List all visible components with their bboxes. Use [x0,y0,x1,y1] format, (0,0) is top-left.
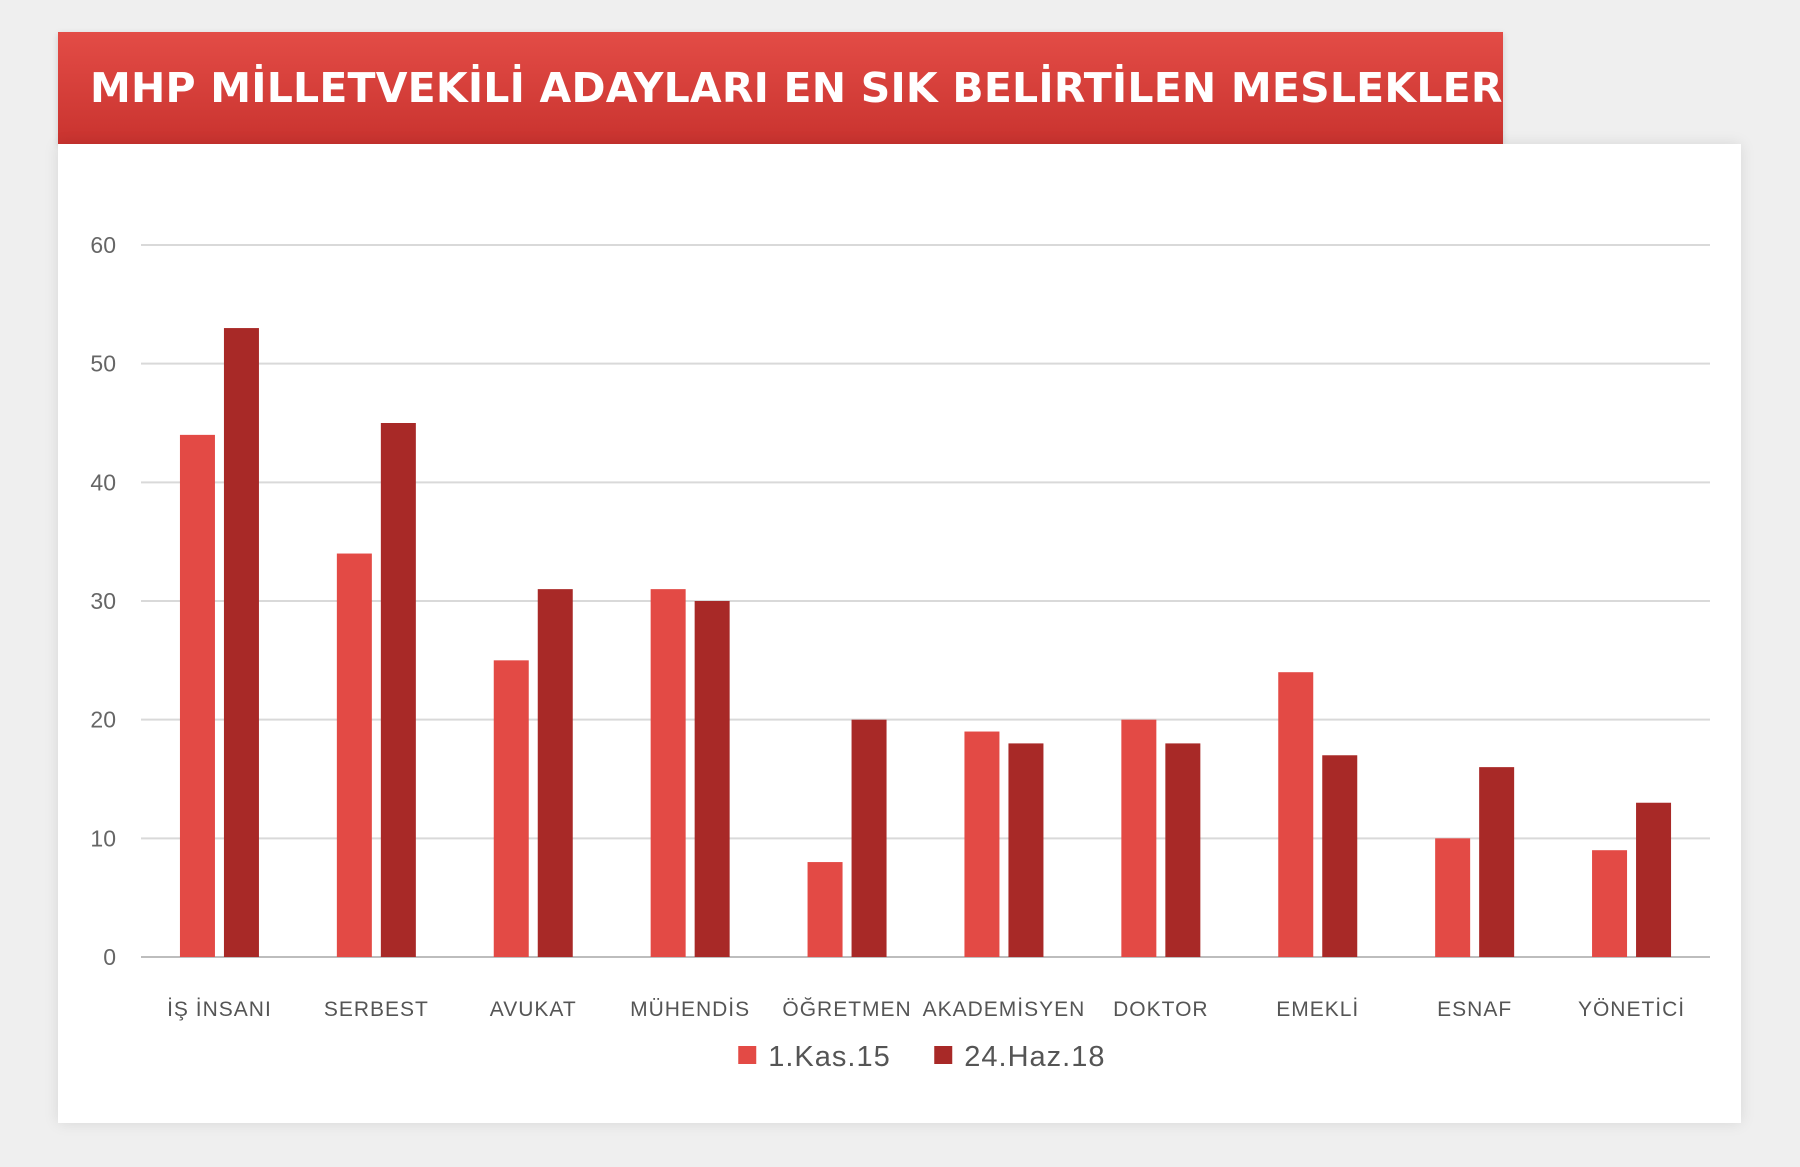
y-tick-label: 10 [90,825,116,851]
y-axis-ticks: 0 10 20 30 40 50 60 [90,232,116,970]
bar-series2 [1479,767,1515,957]
legend-label: 1.Kas.15 [768,1041,890,1073]
bar-series1 [964,731,1000,957]
x-tick-label: AKADEMİSYEN [923,998,1086,1021]
y-tick-label: 20 [90,707,116,733]
x-tick-label: YÖNETİCİ [1578,998,1685,1021]
x-tick-label: AVUKAT [490,998,577,1021]
x-tick-label: İŞ İNSANI [167,998,272,1021]
bar-series1 [807,862,843,957]
x-tick-label: MÜHENDİS [630,998,750,1021]
bar-series2 [851,719,887,957]
x-tick-label: DOKTOR [1113,998,1208,1021]
x-tick-label: EMEKLİ [1276,998,1359,1021]
bar-series2 [223,328,259,957]
y-tick-label: 30 [90,588,116,614]
y-tick-label: 60 [90,232,116,258]
chart-title: MHP MİLLETVEKİLİ ADAYLARI EN SIK BELİRTİ… [90,64,1503,112]
x-axis-ticks: İŞ İNSANI SERBEST AVUKAT MÜHENDİS ÖĞRETMEN AK… [167,998,1685,1021]
bar-series2 [380,423,416,957]
bar-series2 [1322,755,1358,957]
title-banner: MHP MİLLETVEKİLİ ADAYLARI EN SIK BELİRTİ… [58,32,1503,144]
bar-series1 [1592,850,1628,957]
legend: 1.Kas.15 24.Haz.18 [738,1041,1105,1073]
bar-series2 [1008,743,1044,957]
bar-series1 [336,553,372,957]
bars [179,328,1672,957]
bar-series1 [1435,838,1471,957]
x-tick-label: ESNAF [1437,998,1512,1021]
bar-series1 [493,660,529,957]
bar-series2 [694,601,730,957]
chart-panel: 0 10 20 30 40 50 60 İŞ İNSANI SERBEST AVUKAT MÜHE… [58,144,1741,1123]
legend-label: 24.Haz.18 [964,1041,1105,1073]
bar-series1 [179,434,215,957]
y-tick-label: 50 [90,351,116,377]
x-tick-label: ÖĞRETMEN [782,998,911,1021]
bar-series1 [1278,672,1314,957]
bar-series2 [1165,743,1201,957]
x-tick-label: SERBEST [324,998,429,1021]
bar-series1 [650,589,686,957]
bar-series2 [1636,802,1672,957]
bar-series2 [537,589,573,957]
bar-chart: 0 10 20 30 40 50 60 İŞ İNSANI SERBEST AVUKAT MÜHE… [90,232,1710,1073]
legend-swatch [738,1046,757,1064]
bar-series1 [1121,719,1157,957]
y-tick-label: 0 [103,944,116,970]
y-tick-label: 40 [90,469,116,495]
legend-swatch [934,1046,953,1064]
gridlines [141,244,1710,958]
